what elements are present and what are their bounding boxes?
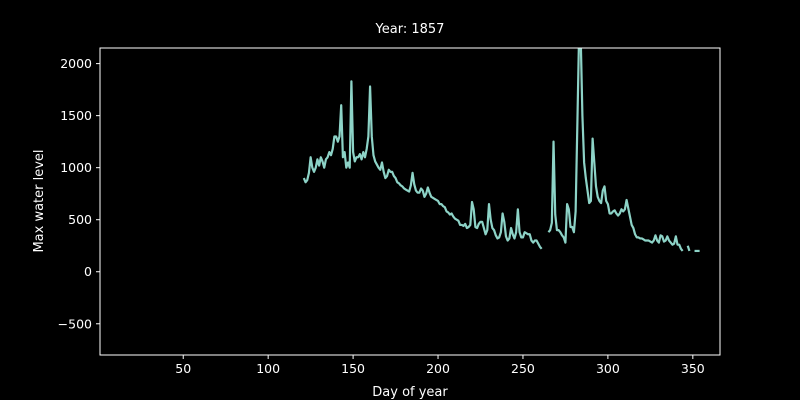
x-axis-label: Day of year — [372, 385, 448, 400]
y-tick-label: 0 — [84, 264, 92, 279]
chart-title: Year: 1857 — [375, 22, 445, 37]
y-tick-label: 2000 — [60, 56, 92, 71]
x-tick-label: 50 — [175, 361, 191, 376]
plot-frame — [99, 47, 721, 356]
y-tick-label: 500 — [68, 212, 92, 227]
series-layer — [302, 48, 700, 253]
series-line-segment — [302, 80, 543, 250]
x-tick-label: 250 — [511, 361, 535, 376]
x-tick-label: 300 — [596, 361, 620, 376]
y-axis-label: Max water level — [32, 149, 47, 252]
x-tick-label: 200 — [426, 361, 450, 376]
series-line-segment — [686, 245, 691, 252]
x-tick-label: 350 — [681, 361, 705, 376]
series-line-segment — [547, 48, 684, 252]
x-axis: 50 100 150 200 250 300 350 — [175, 355, 705, 376]
x-tick-label: 100 — [256, 361, 280, 376]
x-tick-label: 150 — [341, 361, 365, 376]
y-tick-label: 1000 — [60, 160, 92, 175]
y-tick-label: 1500 — [60, 108, 92, 123]
y-tick-label: −500 — [58, 316, 92, 331]
y-axis: −500 0 500 1000 1500 2000 — [58, 56, 100, 331]
